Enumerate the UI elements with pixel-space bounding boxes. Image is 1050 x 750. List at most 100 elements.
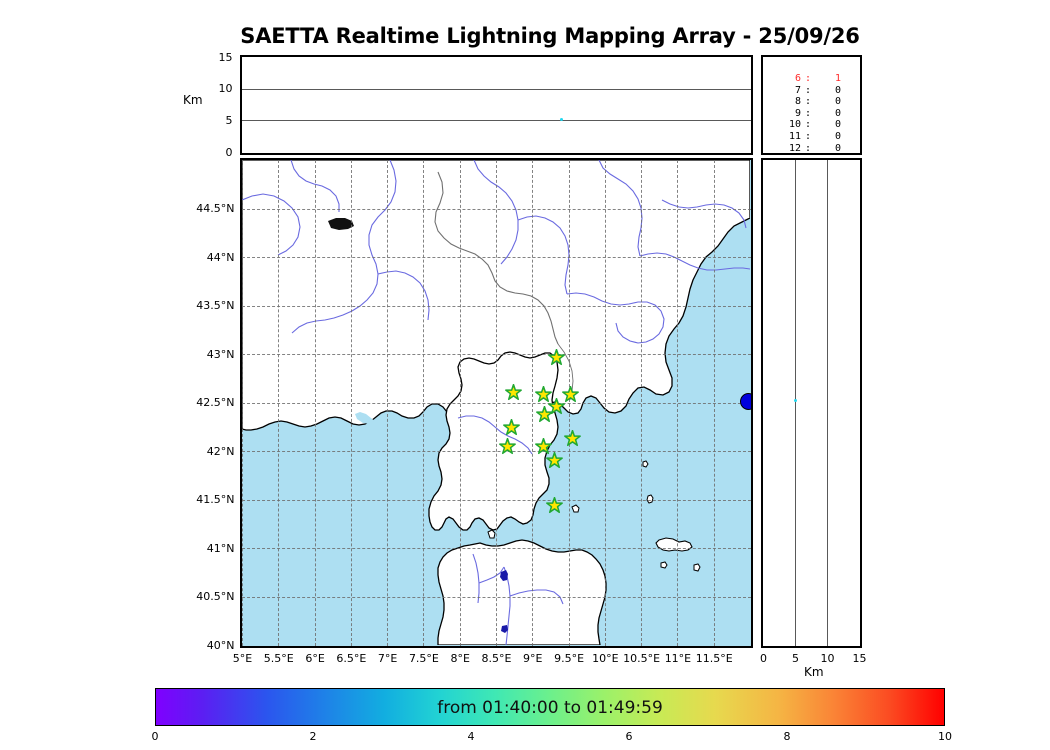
station-count-value: 0 [834, 96, 841, 108]
map-latitude-label: 42.5°N [196, 396, 235, 409]
elba-island [655, 537, 693, 552]
station-marker[interactable] [563, 429, 581, 447]
top-panel-y-axis-label: Km [183, 93, 203, 107]
national-border-line [434, 171, 559, 345]
highlight-marker[interactable] [740, 393, 751, 411]
map-gridline-horizontal [242, 402, 751, 404]
station-count-separator: : [804, 107, 812, 119]
side-panel-x-tick-label: 5 [792, 651, 799, 665]
station-count-value: 0 [834, 142, 841, 154]
colorbar-tick-label: 4 [467, 730, 475, 743]
map-latitude-label: 41°N [206, 541, 235, 555]
station-count-value: 0 [834, 119, 841, 131]
islet-asinara [487, 529, 496, 539]
top-panel-y-tick-label: 15 [218, 50, 233, 64]
map-latitude-label: 41.5°N [196, 493, 235, 506]
map-latitude-label: 43°N [206, 347, 235, 361]
top-panel-gridline [242, 120, 751, 122]
data-point [559, 118, 563, 122]
station-count-separator: : [804, 119, 812, 131]
map-longitude-label: 8°E [450, 651, 470, 665]
station-marker[interactable] [547, 349, 565, 366]
station-count-row: 12: 0 [771, 142, 841, 154]
side-panel-x-tick-label: 0 [760, 651, 767, 665]
station-count-key: 11 [788, 130, 801, 142]
station-marker[interactable] [534, 386, 552, 403]
station-marker[interactable] [535, 437, 553, 455]
side-panel-x-axis-label: Km [804, 665, 824, 679]
river-network [242, 160, 750, 645]
map-gridline-horizontal [242, 548, 751, 549]
map-longitude-label: 8.5°E [481, 651, 512, 665]
station-count-separator: : [804, 73, 812, 84]
page-title: SAETTA Realtime Lightning Mapping Array … [240, 24, 860, 48]
station-count-key: 8 [794, 96, 801, 108]
colorbar-tick-label: 2 [309, 730, 317, 743]
map-latitude-label: 40.5°N [196, 590, 235, 603]
sardinia-lake-2 [501, 625, 508, 633]
station-count-row: 9: 0 [771, 108, 841, 120]
station-count-key: 9 [794, 107, 801, 119]
station-marker[interactable] [502, 419, 520, 436]
station-count-row: 6: 1 [771, 73, 841, 85]
top-panel-y-tick-label: 10 [218, 82, 233, 96]
islet-giglio [571, 504, 580, 513]
map-longitude-label: 5°E [232, 651, 253, 665]
station-marker[interactable] [504, 384, 522, 401]
map-gridline-horizontal [242, 257, 751, 258]
map-longitude-label: 5.5°E [263, 651, 294, 665]
colorbar-tick-label: 10 [938, 730, 952, 743]
map-latitude-label: 44°N [206, 250, 235, 264]
islet-montecristo [693, 563, 701, 572]
map-longitude-label: 11.5°E [695, 651, 733, 665]
sardinia-lake-1 [500, 570, 508, 581]
map-longitude-label: 7.5°E [408, 651, 439, 665]
station-marker[interactable] [536, 405, 554, 423]
riviera-bay-detail [355, 412, 376, 424]
station-counts-panel: 6: 1 7: 0 8: 0 9: 0 10: 0 11: 0 12: 0 [761, 55, 862, 155]
colorbar[interactable] [155, 688, 945, 726]
corsica-landmass [428, 351, 559, 531]
station-marker[interactable] [499, 437, 517, 455]
station-marker[interactable] [545, 496, 563, 514]
data-point [794, 399, 798, 403]
map-latitude-label: 40°N [206, 638, 235, 652]
map-gridline-horizontal [242, 208, 751, 210]
station-count-value: 1 [834, 73, 841, 84]
map-longitude-label: 10°E [592, 651, 619, 665]
top-elevation-panel[interactable] [240, 55, 753, 155]
map-longitude-label: 9.5°E [554, 651, 585, 665]
islet-gorgona [642, 460, 649, 468]
station-marker[interactable] [546, 452, 564, 469]
colorbar-tick-label: 6 [625, 730, 633, 743]
colorbar-tick-label: 8 [783, 730, 791, 743]
side-panel-x-tick-label: 15 [852, 651, 867, 665]
side-panel-gridline [827, 160, 828, 646]
station-marker[interactable] [547, 397, 565, 415]
station-count-separator: : [804, 96, 812, 108]
map-gridline-horizontal [242, 305, 751, 307]
station-count-key: 7 [794, 84, 801, 96]
station-marker[interactable] [561, 386, 579, 403]
side-panel-gridline [795, 160, 796, 646]
islet-pianosa [660, 561, 668, 569]
side-elevation-panel[interactable] [761, 158, 862, 648]
map-longitude-label: 11°E [664, 651, 692, 665]
map-longitude-label: 9°E [523, 651, 543, 665]
top-panel-y-tick-label: 0 [225, 145, 233, 159]
map-longitude-label: 7°E [377, 651, 398, 665]
station-count-separator: : [804, 142, 812, 154]
map-gridline-horizontal [242, 499, 751, 501]
map-gridline-horizontal [242, 354, 751, 355]
map-gridline-horizontal [242, 596, 751, 598]
map-latitude-label: 43.5°N [196, 299, 235, 312]
colorbar-time-range-label: from 01:40:00 to 01:49:59 [437, 698, 663, 718]
lightning-map-panel[interactable] [240, 158, 753, 648]
colorbar-tick-label: 0 [151, 730, 159, 743]
map-gridline-horizontal [242, 451, 751, 452]
station-count-key: 10 [788, 119, 801, 131]
map-latitude-label: 44.5°N [196, 202, 235, 215]
etang-de-berre [328, 218, 354, 230]
side-panel-x-tick-label: 10 [820, 651, 835, 665]
station-count-row: 11: 0 [771, 131, 841, 143]
